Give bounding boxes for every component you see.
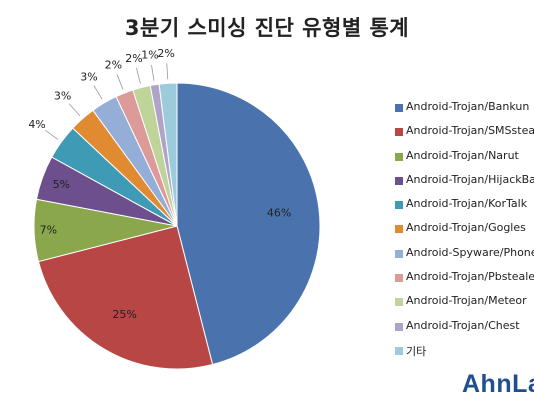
legend-swatch-android-spyware-phone bbox=[395, 249, 403, 258]
legend-swatch-android-trojan-pbsteale bbox=[395, 274, 403, 283]
chart-title: 3분기 스미싱 진단 유형별 통계 bbox=[124, 16, 410, 40]
value-label-android-trojan-hijackba: 5% bbox=[53, 178, 70, 191]
legend-item-android-trojan-meteor: Android-Trojan/Meteor bbox=[393, 294, 534, 318]
pie-slice-기타 bbox=[158, 82, 178, 227]
value-label-android-trojan-narut: 7% bbox=[40, 224, 57, 237]
leader-line-android-trojan-pbsteale bbox=[116, 74, 124, 90]
legend-label-android-trojan-chest: Android-Trojan/Chest bbox=[406, 318, 520, 332]
legend-swatch-android-trojan-smsstea bbox=[395, 128, 403, 137]
value-label-android-trojan-pbsteale: 2% bbox=[105, 59, 122, 72]
value-label-android-trojan-meteor: 2% bbox=[125, 52, 142, 65]
legend-item-android-trojan-hijackba: Android-Trojan/HijackBa bbox=[393, 173, 534, 197]
leader-line-android-spyware-phone bbox=[93, 85, 103, 100]
legend-swatch-android-trojan-bankun bbox=[395, 104, 403, 112]
value-label-android-trojan-smsstea: 25% bbox=[112, 308, 136, 321]
legend-item-android-trojan-smsstea: Android-Trojan/SMSstea bbox=[393, 124, 534, 148]
legend-label-android-trojan-bankun: Android-Trojan/Bankun bbox=[406, 100, 530, 113]
value-label-android-trojan-bankun: 46% bbox=[267, 207, 291, 220]
legend-item-android-trojan-narut: Android-Trojan/Narut bbox=[393, 149, 534, 173]
legend-label-android-trojan-gogles: Android-Trojan/Gogles bbox=[406, 221, 526, 235]
legend-swatch-android-trojan-chest bbox=[395, 322, 403, 331]
legend-item-android-trojan-chest: Android-Trojan/Chest bbox=[393, 319, 534, 343]
legend-label-android-trojan-smsstea: Android-Trojan/SMSstea bbox=[406, 124, 534, 138]
legend-label-android-trojan-pbsteale: Android-Trojan/Pbsteale bbox=[406, 270, 534, 284]
legend-swatch-android-trojan-meteor bbox=[395, 298, 403, 307]
legend-label-android-spyware-phone: Android-Spyware/Phone bbox=[406, 245, 534, 259]
value-label-android-trojan-kortalk: 4% bbox=[28, 118, 45, 131]
leader-line-android-trojan-gogles bbox=[68, 103, 81, 116]
legend-swatch-android-trojan-gogles bbox=[395, 225, 403, 234]
legend-swatch-android-trojan-hijackba bbox=[395, 176, 403, 185]
pie-slice-android-trojan-smsstea bbox=[37, 225, 214, 370]
legend-label-android-trojan-hijackba: Android-Trojan/HijackBa bbox=[406, 172, 534, 186]
legend-swatch-기타 bbox=[395, 346, 403, 355]
leader-line-android-trojan-meteor bbox=[136, 68, 141, 84]
pie-slice-android-trojan-bankun bbox=[176, 82, 321, 366]
legend-item-android-trojan-gogles: Android-Trojan/Gogles bbox=[393, 221, 534, 245]
leader-line-android-trojan-kortalk bbox=[44, 129, 59, 140]
legend-item-android-trojan-kortalk: Android-Trojan/KorTalk bbox=[393, 197, 534, 221]
legend-item-android-spyware-phone: Android-Spyware/Phone bbox=[393, 246, 534, 270]
legend-label-android-trojan-meteor: Android-Trojan/Meteor bbox=[406, 294, 527, 308]
value-label-android-spyware-phone: 3% bbox=[80, 71, 97, 84]
leader-line-android-trojan-chest bbox=[151, 64, 155, 81]
legend-label-android-trojan-kortalk: Android-Trojan/KorTalk bbox=[406, 197, 528, 211]
legend-swatch-android-trojan-kortalk bbox=[395, 201, 403, 210]
legend-item-android-trojan-pbsteale: Android-Trojan/Pbsteale bbox=[393, 270, 534, 294]
leader-line-기타 bbox=[166, 63, 169, 80]
ahnlab-logo: AhnLab bbox=[462, 370, 534, 398]
legend-label-기타: 기타 bbox=[406, 344, 427, 358]
legend-item-기타: 기타 bbox=[393, 343, 534, 367]
value-label-기타: 2% bbox=[157, 47, 174, 60]
value-label-android-trojan-gogles: 3% bbox=[54, 90, 71, 103]
value-label-android-trojan-chest: 1% bbox=[141, 49, 158, 62]
legend-label-android-trojan-narut: Android-Trojan/Narut bbox=[406, 148, 519, 162]
legend-swatch-android-trojan-narut bbox=[395, 152, 403, 161]
legend-item-android-trojan-bankun: Android-Trojan/Bankun bbox=[393, 100, 534, 124]
chart-legend: Android-Trojan/Bankun Android-Trojan/SMSs… bbox=[393, 100, 534, 367]
